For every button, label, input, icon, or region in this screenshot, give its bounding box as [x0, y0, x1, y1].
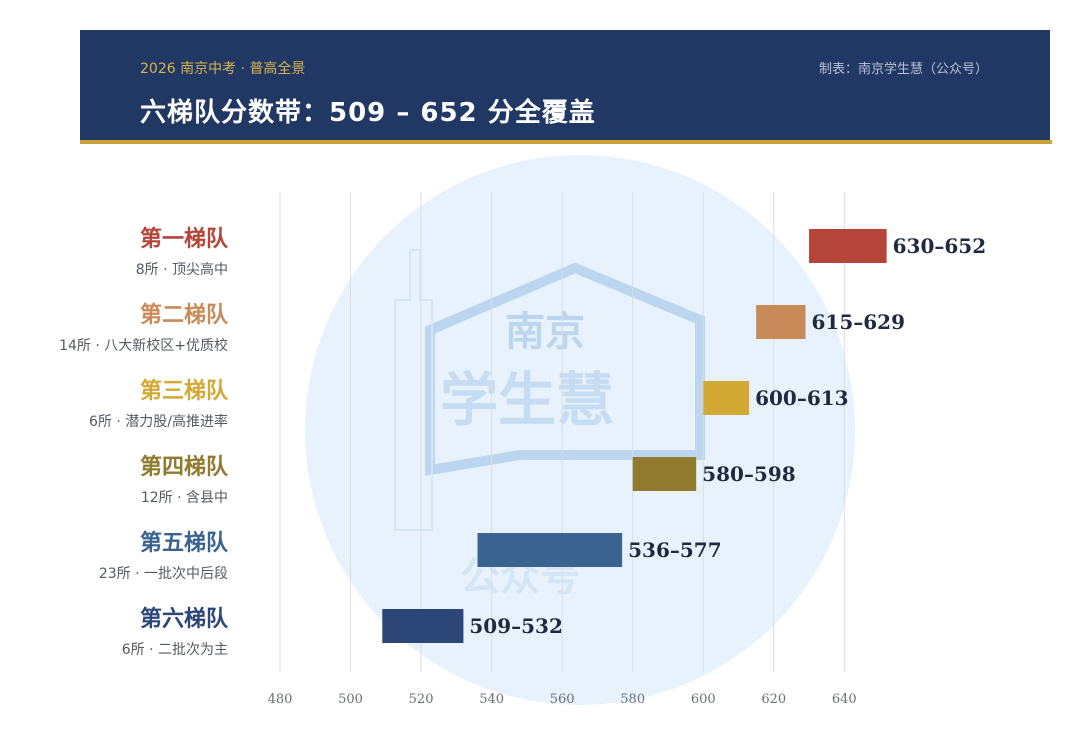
bar-value-label: 580–598 [702, 462, 796, 486]
range-bar [477, 533, 623, 567]
tier-subtitle: 6所 · 二批次为主 [122, 642, 228, 658]
range-bar [809, 229, 887, 263]
header-gold-rule [80, 140, 1052, 144]
watermark-circle [305, 155, 855, 705]
tier-subtitle: 23所 · 一批次中后段 [99, 566, 228, 582]
x-tick-label: 620 [761, 692, 786, 707]
tier-subtitle: 8所 · 顶尖高中 [136, 261, 228, 278]
tier-name: 第二梯队 [140, 302, 229, 328]
tier-name: 第一梯队 [140, 226, 229, 252]
watermark-house-icon [425, 262, 705, 476]
watermark: 南京 学生慧 公众号 [305, 155, 855, 705]
watermark-tower-icon [394, 249, 433, 531]
range-bars: 630–652 615–629 600–613 580–598 536–577 509–5… [382, 229, 986, 643]
tier-name: 第三梯队 [140, 378, 229, 404]
x-tick-label: 480 [268, 692, 293, 707]
page-title: 六梯队分数带：509 – 652 分全覆盖 [140, 98, 596, 128]
x-tick-label: 520 [409, 692, 434, 707]
bar-value-label: 615–629 [812, 310, 906, 334]
tier-subtitle: 14所 · 八大新校区+优质校 [59, 337, 228, 354]
bar-value-label: 509–532 [469, 614, 563, 638]
tier-name: 第四梯队 [140, 454, 229, 480]
range-bar [703, 381, 750, 415]
range-bar [382, 609, 464, 643]
gridlines [279, 192, 845, 672]
x-tick-label: 500 [338, 692, 363, 707]
x-tick-label: 560 [550, 692, 575, 707]
tier-name: 第五梯队 [140, 530, 229, 556]
x-tick-label: 640 [832, 692, 857, 707]
bar-value-label: 630–652 [893, 234, 987, 258]
x-tick-label: 580 [620, 692, 645, 707]
tier-subtitle: 12所 · 含县中 [141, 490, 228, 506]
bar-value-label: 600–613 [755, 386, 849, 410]
range-bar [632, 457, 697, 491]
x-axis-ticks: 480 500 520 540 560 580 600 620 640 [268, 692, 857, 707]
tier-name: 第六梯队 [140, 606, 229, 632]
header-banner: 2026 南京中考 · 普高全景 制表：南京学生慧（公众号） 六梯队分数带：50… [80, 30, 1050, 140]
x-tick-label: 540 [479, 692, 504, 707]
watermark-line2: 学生慧 [440, 366, 614, 434]
tier-subtitle: 6所 · 潜力股/高推进率 [89, 413, 228, 430]
header-maker: 制表：南京学生慧（公众号） [818, 62, 988, 77]
x-tick-label: 600 [691, 692, 716, 707]
watermark-line1: 南京 [505, 309, 585, 355]
bar-value-label: 536–577 [628, 538, 722, 562]
header-kicker: 2026 南京中考 · 普高全景 [140, 61, 306, 77]
range-bar [756, 305, 806, 339]
